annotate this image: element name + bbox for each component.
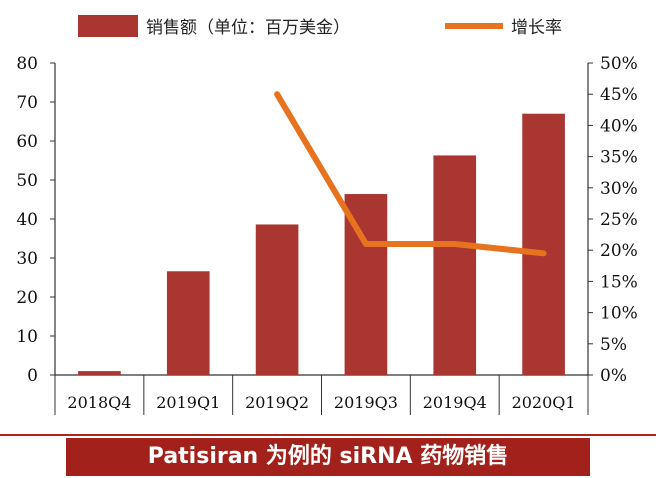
right-tick-label: 10% bbox=[600, 304, 638, 324]
sales-bar bbox=[78, 371, 121, 375]
line-series bbox=[274, 91, 547, 257]
right-tick-label: 50% bbox=[600, 54, 638, 74]
tick-labels: 0 10 20 30 40 50 60 70 80 0% 5% 10% 15% 20% 25% 30% 35% 4… bbox=[16, 54, 637, 412]
left-tick-label: 50 bbox=[16, 171, 38, 191]
left-tick-label: 30 bbox=[16, 249, 38, 269]
right-tick-label: 45% bbox=[600, 85, 638, 105]
right-tick-label: 40% bbox=[600, 116, 638, 136]
axes bbox=[50, 62, 593, 415]
right-tick-label: 20% bbox=[600, 241, 638, 261]
x-tick-label: 2019Q3 bbox=[334, 393, 398, 412]
left-tick-label: 80 bbox=[16, 54, 38, 74]
growth-rate-line bbox=[274, 91, 547, 257]
sales-chart: 销售额（单位：百万美金） 增长率 0 10 20 30 40 50 60 70 80 0% 5% 10… bbox=[16, 15, 638, 415]
chart-caption: Patisiran 为例的 siRNA 药物销售 bbox=[66, 438, 590, 476]
bar-series bbox=[78, 113, 565, 375]
right-tick-label: 15% bbox=[600, 272, 638, 292]
right-tick-label: 35% bbox=[600, 148, 638, 168]
right-tick-label: 5% bbox=[600, 335, 627, 355]
sales-bar bbox=[433, 155, 477, 375]
left-tick-label: 70 bbox=[16, 93, 38, 113]
chart-legend: 销售额（单位：百万美金） 增长率 bbox=[78, 15, 562, 38]
right-tick-label: 25% bbox=[600, 210, 638, 230]
x-tick-label: 2019Q1 bbox=[156, 393, 220, 412]
x-tick-label: 2019Q4 bbox=[423, 393, 487, 412]
sales-bar bbox=[522, 113, 565, 375]
left-tick-label: 0 bbox=[27, 366, 38, 386]
legend-line-label: 增长率 bbox=[511, 18, 562, 38]
left-tick-label: 20 bbox=[16, 288, 38, 308]
legend-bar-swatch bbox=[78, 15, 138, 37]
left-tick-label: 10 bbox=[16, 327, 38, 347]
caption-rule bbox=[0, 434, 656, 436]
x-tick-label: 2020Q1 bbox=[512, 393, 576, 412]
right-tick-label: 30% bbox=[600, 179, 638, 199]
right-tick-label: 0% bbox=[600, 366, 627, 386]
x-tick-label: 2019Q2 bbox=[245, 393, 309, 412]
legend-bar-label: 销售额（单位：百万美金） bbox=[146, 18, 350, 38]
caption-area: Patisiran 为例的 siRNA 药物销售 bbox=[0, 434, 656, 478]
left-tick-label: 60 bbox=[16, 132, 38, 152]
left-tick-label: 40 bbox=[16, 210, 38, 230]
sales-bar bbox=[166, 271, 210, 375]
x-tick-label: 2018Q4 bbox=[67, 393, 131, 412]
sales-bar bbox=[255, 224, 299, 375]
